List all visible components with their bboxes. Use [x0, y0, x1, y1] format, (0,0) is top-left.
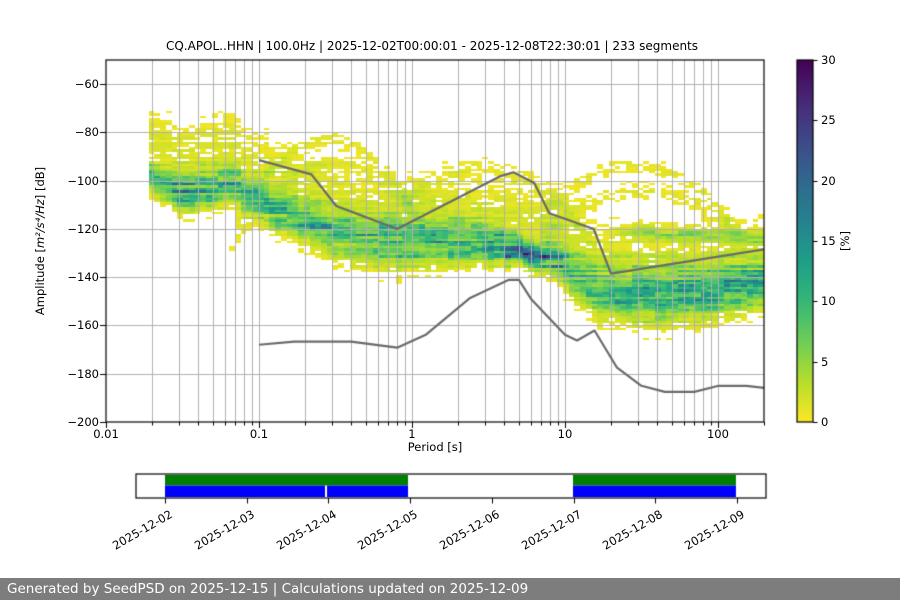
x-tick-label: 1: [408, 427, 416, 441]
status-bar: Generated by SeedPSD on 2025-12-15 | Cal…: [0, 578, 900, 600]
y-tick-label: −140: [67, 270, 99, 285]
colorbar-tick-label: 5: [821, 354, 829, 369]
y-axis-label-prefix: Amplitude [: [33, 248, 47, 316]
x-tick-label: 0.01: [93, 427, 119, 441]
x-tick-label: 0.1: [249, 427, 269, 441]
y-axis-label: Amplitude [m²/s⁴/Hz] [dB]: [33, 167, 47, 315]
x-axis-label: Period [s]: [407, 440, 463, 454]
y-tick-label: −180: [67, 366, 99, 381]
y-tick-label: −120: [67, 221, 99, 236]
colorbar-tick-label: 0: [821, 415, 829, 429]
colorbar-tick-label: 20: [821, 173, 836, 188]
colorbar-unit-label: [%]: [838, 231, 852, 251]
plot-title: CQ.APOL..HHN | 100.0Hz | 2025-12-02T00:0…: [165, 39, 699, 53]
colorbar-tick-label: 30: [821, 53, 836, 67]
y-axis-label-math: m²/s⁴/Hz: [33, 199, 47, 249]
x-tick-label: 10: [557, 427, 573, 441]
y-tick-label: −200: [67, 415, 99, 429]
y-tick-label: −160: [67, 318, 99, 333]
y-tick-label: −100: [67, 173, 99, 188]
y-tick-label: −80: [74, 125, 99, 140]
y-tick-label: −60: [74, 77, 99, 92]
y-axis-label-suffix: ] [dB]: [33, 166, 47, 200]
colorbar-tick-label: 25: [821, 113, 836, 128]
colorbar-tick-label: 10: [821, 294, 836, 309]
x-tick-label: 100: [706, 427, 729, 441]
status-bar-text: Generated by SeedPSD on 2025-12-15 | Cal…: [7, 581, 529, 597]
colorbar-tick-label: 15: [821, 234, 836, 248]
